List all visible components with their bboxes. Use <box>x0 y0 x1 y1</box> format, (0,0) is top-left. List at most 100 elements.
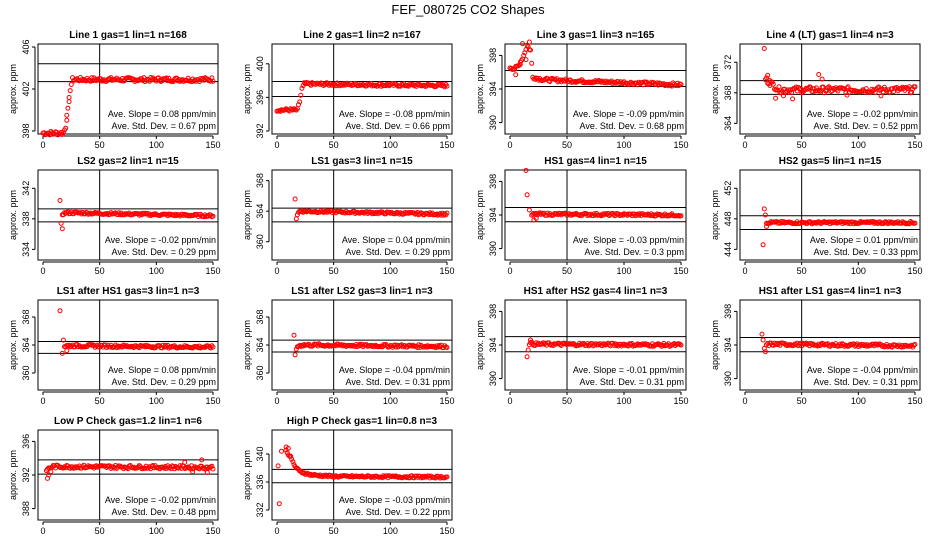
x-tick-label: 50 <box>797 140 807 150</box>
data-point <box>545 76 551 82</box>
data-point <box>381 473 386 479</box>
data-point <box>210 78 216 84</box>
x-axis: 0 50 100 150 <box>40 261 221 276</box>
data-point <box>210 466 216 472</box>
x-tick-label: 100 <box>149 396 164 406</box>
y-tick-label: 448 <box>723 211 733 226</box>
data-point <box>444 83 450 89</box>
x-tick-label: 100 <box>616 266 631 276</box>
data-point <box>587 212 593 218</box>
x-tick-label: 0 <box>274 266 279 276</box>
data-point <box>204 464 210 470</box>
data-point <box>210 344 216 350</box>
data-point <box>301 342 307 347</box>
data-points <box>759 331 918 355</box>
y-tick-label: 398 <box>723 304 733 319</box>
x-tick-label: 100 <box>616 396 631 406</box>
plot-frame <box>739 169 921 261</box>
data-point <box>812 88 818 94</box>
x-tick-label: 50 <box>329 266 339 276</box>
data-point <box>549 342 555 347</box>
data-point <box>580 80 586 86</box>
data-point <box>534 341 540 347</box>
data-point <box>94 76 100 82</box>
stats-annotation: Ave. Std. Dev. = 0.31 ppm <box>346 377 450 387</box>
y-tick-label: 364 <box>255 204 265 219</box>
data-point <box>512 66 518 72</box>
data-point <box>623 211 629 217</box>
y-axis-label: approx. ppm <box>242 320 252 370</box>
data-point <box>444 210 450 216</box>
data-point <box>321 342 326 348</box>
data-point <box>533 215 539 221</box>
data-point <box>598 79 604 85</box>
x-tick-label: 100 <box>851 266 866 276</box>
data-point <box>299 85 305 91</box>
data-point <box>190 469 196 475</box>
data-point <box>308 472 314 477</box>
y-tick-label: 338 <box>21 211 31 226</box>
data-point <box>762 349 768 355</box>
data-point <box>572 211 578 217</box>
data-point <box>316 473 322 479</box>
y-tick-label: 396 <box>21 434 31 449</box>
chart-panel: Low P Check gas=1.2 lin=1 n=6 0 50 100 150 38… <box>8 416 221 536</box>
data-point <box>845 84 851 90</box>
data-point <box>517 59 523 65</box>
data-point <box>841 219 847 225</box>
data-point <box>145 212 151 218</box>
data-point <box>297 99 303 105</box>
x-tick-label: 50 <box>95 396 105 406</box>
y-axis-label: approx. ppm <box>8 190 18 240</box>
y-tick-label: 368 <box>723 85 733 100</box>
x-tick-label: 0 <box>742 266 747 276</box>
page-title: FEF_080725 CO2 Shapes <box>391 2 545 17</box>
data-point <box>415 345 420 350</box>
data-point <box>113 342 118 348</box>
panel-title: Line 1 gas=1 lin=1 n=168 <box>69 30 187 41</box>
x-tick-label: 0 <box>274 396 279 406</box>
y-tick-label: 392 <box>255 123 265 138</box>
y-tick-label: 332 <box>255 502 265 517</box>
data-point <box>759 331 765 337</box>
stats-annotation: Ave. Std. Dev. = 0.33 ppm <box>814 247 918 257</box>
stats-annotation: Ave. Std. Dev. = 0.66 ppm <box>346 121 450 131</box>
data-points <box>507 39 684 89</box>
x-axis: 0 50 100 150 <box>742 391 923 406</box>
data-point <box>395 210 401 216</box>
stats-annotation: Ave. Slope = -0.01 ppm/min <box>573 365 684 375</box>
x-tick-label: 100 <box>383 140 398 150</box>
data-point <box>104 345 109 350</box>
panel-title: HS1 after HS2 gas=4 lin=1 n=3 <box>524 286 668 297</box>
data-point <box>824 88 830 94</box>
data-point <box>547 79 553 85</box>
x-tick-label: 0 <box>40 266 45 276</box>
data-point <box>900 343 905 348</box>
data-point <box>66 95 72 100</box>
data-point <box>786 89 792 95</box>
data-point <box>149 345 155 351</box>
x-axis: 0 50 100 150 <box>274 261 455 276</box>
x-tick-label: 150 <box>673 140 688 150</box>
data-point <box>444 474 450 480</box>
data-point <box>765 72 771 78</box>
data-point <box>678 342 684 348</box>
x-axis: 0 50 100 150 <box>274 135 455 150</box>
data-points <box>43 457 216 481</box>
y-axis-label: approx. ppm <box>710 190 720 240</box>
data-points <box>275 444 450 507</box>
y-tick-label: 398 <box>488 48 498 63</box>
y-tick-label: 398 <box>21 123 31 138</box>
data-point <box>292 196 298 202</box>
panel-title: High P Check gas=1 lin=0.8 n=3 <box>287 416 438 427</box>
data-point <box>863 86 869 92</box>
y-tick-label: 336 <box>255 474 265 489</box>
y-tick-label: 368 <box>255 309 265 324</box>
data-point <box>64 117 70 123</box>
data-point <box>798 86 803 91</box>
x-tick-label: 150 <box>673 266 688 276</box>
data-point <box>430 83 436 89</box>
